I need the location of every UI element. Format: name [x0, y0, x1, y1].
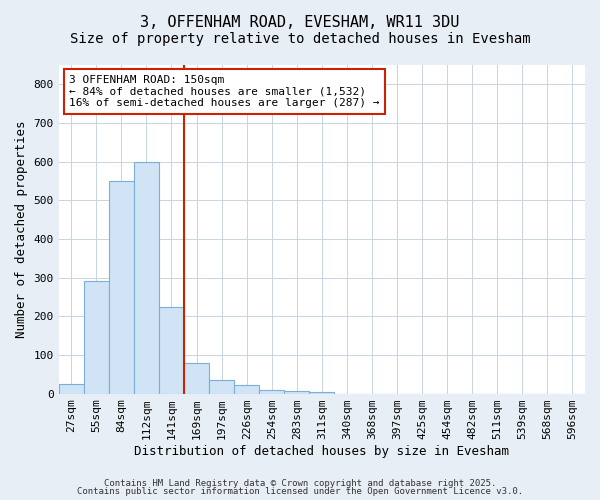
- Bar: [109, 181, 134, 394]
- Bar: [134, 162, 159, 394]
- X-axis label: Distribution of detached houses by size in Evesham: Distribution of detached houses by size …: [134, 444, 509, 458]
- Y-axis label: Number of detached properties: Number of detached properties: [15, 120, 28, 338]
- Text: Contains public sector information licensed under the Open Government Licence v3: Contains public sector information licen…: [77, 487, 523, 496]
- Bar: [310, 392, 334, 394]
- Text: 3 OFFENHAM ROAD: 150sqm
← 84% of detached houses are smaller (1,532)
16% of semi: 3 OFFENHAM ROAD: 150sqm ← 84% of detache…: [69, 75, 380, 108]
- Bar: [284, 391, 310, 394]
- Bar: [84, 282, 109, 394]
- Text: 3, OFFENHAM ROAD, EVESHAM, WR11 3DU: 3, OFFENHAM ROAD, EVESHAM, WR11 3DU: [140, 15, 460, 30]
- Bar: [59, 384, 84, 394]
- Bar: [159, 306, 184, 394]
- Bar: [184, 364, 209, 394]
- Bar: [234, 385, 259, 394]
- Text: Contains HM Land Registry data © Crown copyright and database right 2025.: Contains HM Land Registry data © Crown c…: [104, 478, 496, 488]
- Bar: [209, 380, 234, 394]
- Bar: [259, 390, 284, 394]
- Text: Size of property relative to detached houses in Evesham: Size of property relative to detached ho…: [70, 32, 530, 46]
